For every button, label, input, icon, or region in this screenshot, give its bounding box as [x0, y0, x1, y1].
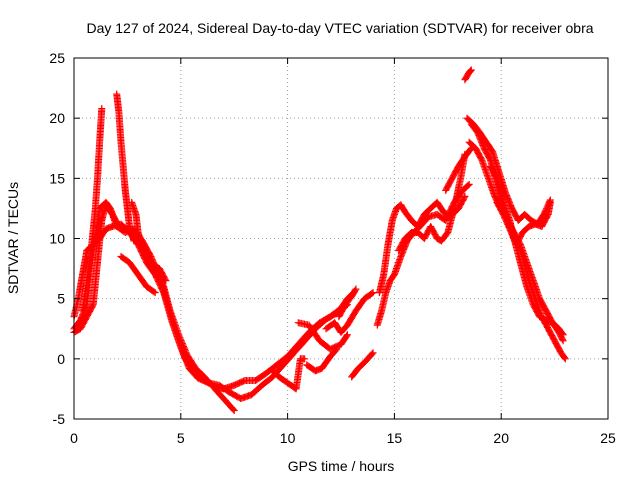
data-point — [561, 355, 569, 363]
data-point — [150, 288, 158, 296]
y-tick-label: -5 — [53, 411, 66, 427]
series-track-f — [117, 253, 159, 297]
y-tick-label: 0 — [57, 351, 65, 367]
data-point — [464, 181, 472, 189]
y-axis-label: SDTVAR / TECUs — [5, 182, 21, 294]
data-point — [98, 105, 106, 113]
series-track-r — [461, 66, 475, 84]
data-point — [333, 345, 341, 353]
series-track-v — [487, 162, 567, 339]
series-track-w — [493, 198, 554, 248]
data-point — [460, 194, 468, 202]
grid-lines — [74, 58, 608, 419]
data-point — [467, 66, 475, 74]
x-tick-label: 5 — [177, 430, 185, 446]
y-tick-label: 15 — [49, 170, 65, 186]
series-track-d — [79, 105, 106, 315]
series-track-i — [269, 355, 309, 393]
x-tick-label: 0 — [70, 430, 78, 446]
data-point — [229, 406, 237, 413]
data-point — [369, 349, 377, 357]
data-point — [301, 355, 309, 363]
data-point — [343, 332, 351, 340]
data-point — [546, 198, 554, 206]
series-track-b — [70, 220, 351, 402]
data-point — [466, 146, 474, 153]
data-point — [465, 180, 473, 188]
x-tick-label: 25 — [600, 430, 616, 446]
y-tick-label: 5 — [57, 291, 65, 307]
data-points — [70, 66, 569, 415]
y-tick-label: 20 — [49, 110, 65, 126]
series-track-e — [113, 90, 138, 245]
series-track-g — [128, 198, 170, 285]
data-point — [351, 286, 359, 294]
data-point — [369, 289, 377, 297]
data-point — [560, 354, 568, 362]
data-point — [162, 277, 170, 285]
data-point — [559, 337, 567, 345]
data-point — [161, 275, 169, 283]
data-point — [467, 67, 475, 75]
chart-title: Day 127 of 2024, Sidereal Day-to-day VTE… — [86, 20, 593, 36]
data-point — [352, 285, 360, 293]
data-point — [368, 350, 376, 358]
data-point — [466, 68, 474, 76]
x-tick-label: 10 — [280, 430, 296, 446]
data-point — [151, 289, 159, 297]
data-point — [130, 237, 138, 245]
data-point — [332, 346, 340, 354]
series-track-l — [335, 285, 360, 321]
series-track-m — [348, 349, 377, 381]
data-point — [230, 407, 238, 415]
data-point — [461, 192, 469, 200]
data-point — [523, 283, 531, 291]
x-tick-label: 20 — [493, 430, 509, 446]
x-tick-label: 15 — [387, 430, 403, 446]
series-track-k — [322, 289, 377, 336]
data-point — [558, 330, 566, 338]
data-point — [368, 290, 376, 297]
data-point — [343, 331, 351, 339]
data-point — [528, 296, 536, 304]
series-track-j — [303, 345, 341, 375]
x-axis-label: GPS time / hours — [288, 458, 395, 474]
series-track-q — [442, 144, 475, 194]
data-point — [559, 331, 567, 339]
y-tick-label: 25 — [49, 50, 65, 66]
y-tick-label: 10 — [49, 231, 65, 247]
